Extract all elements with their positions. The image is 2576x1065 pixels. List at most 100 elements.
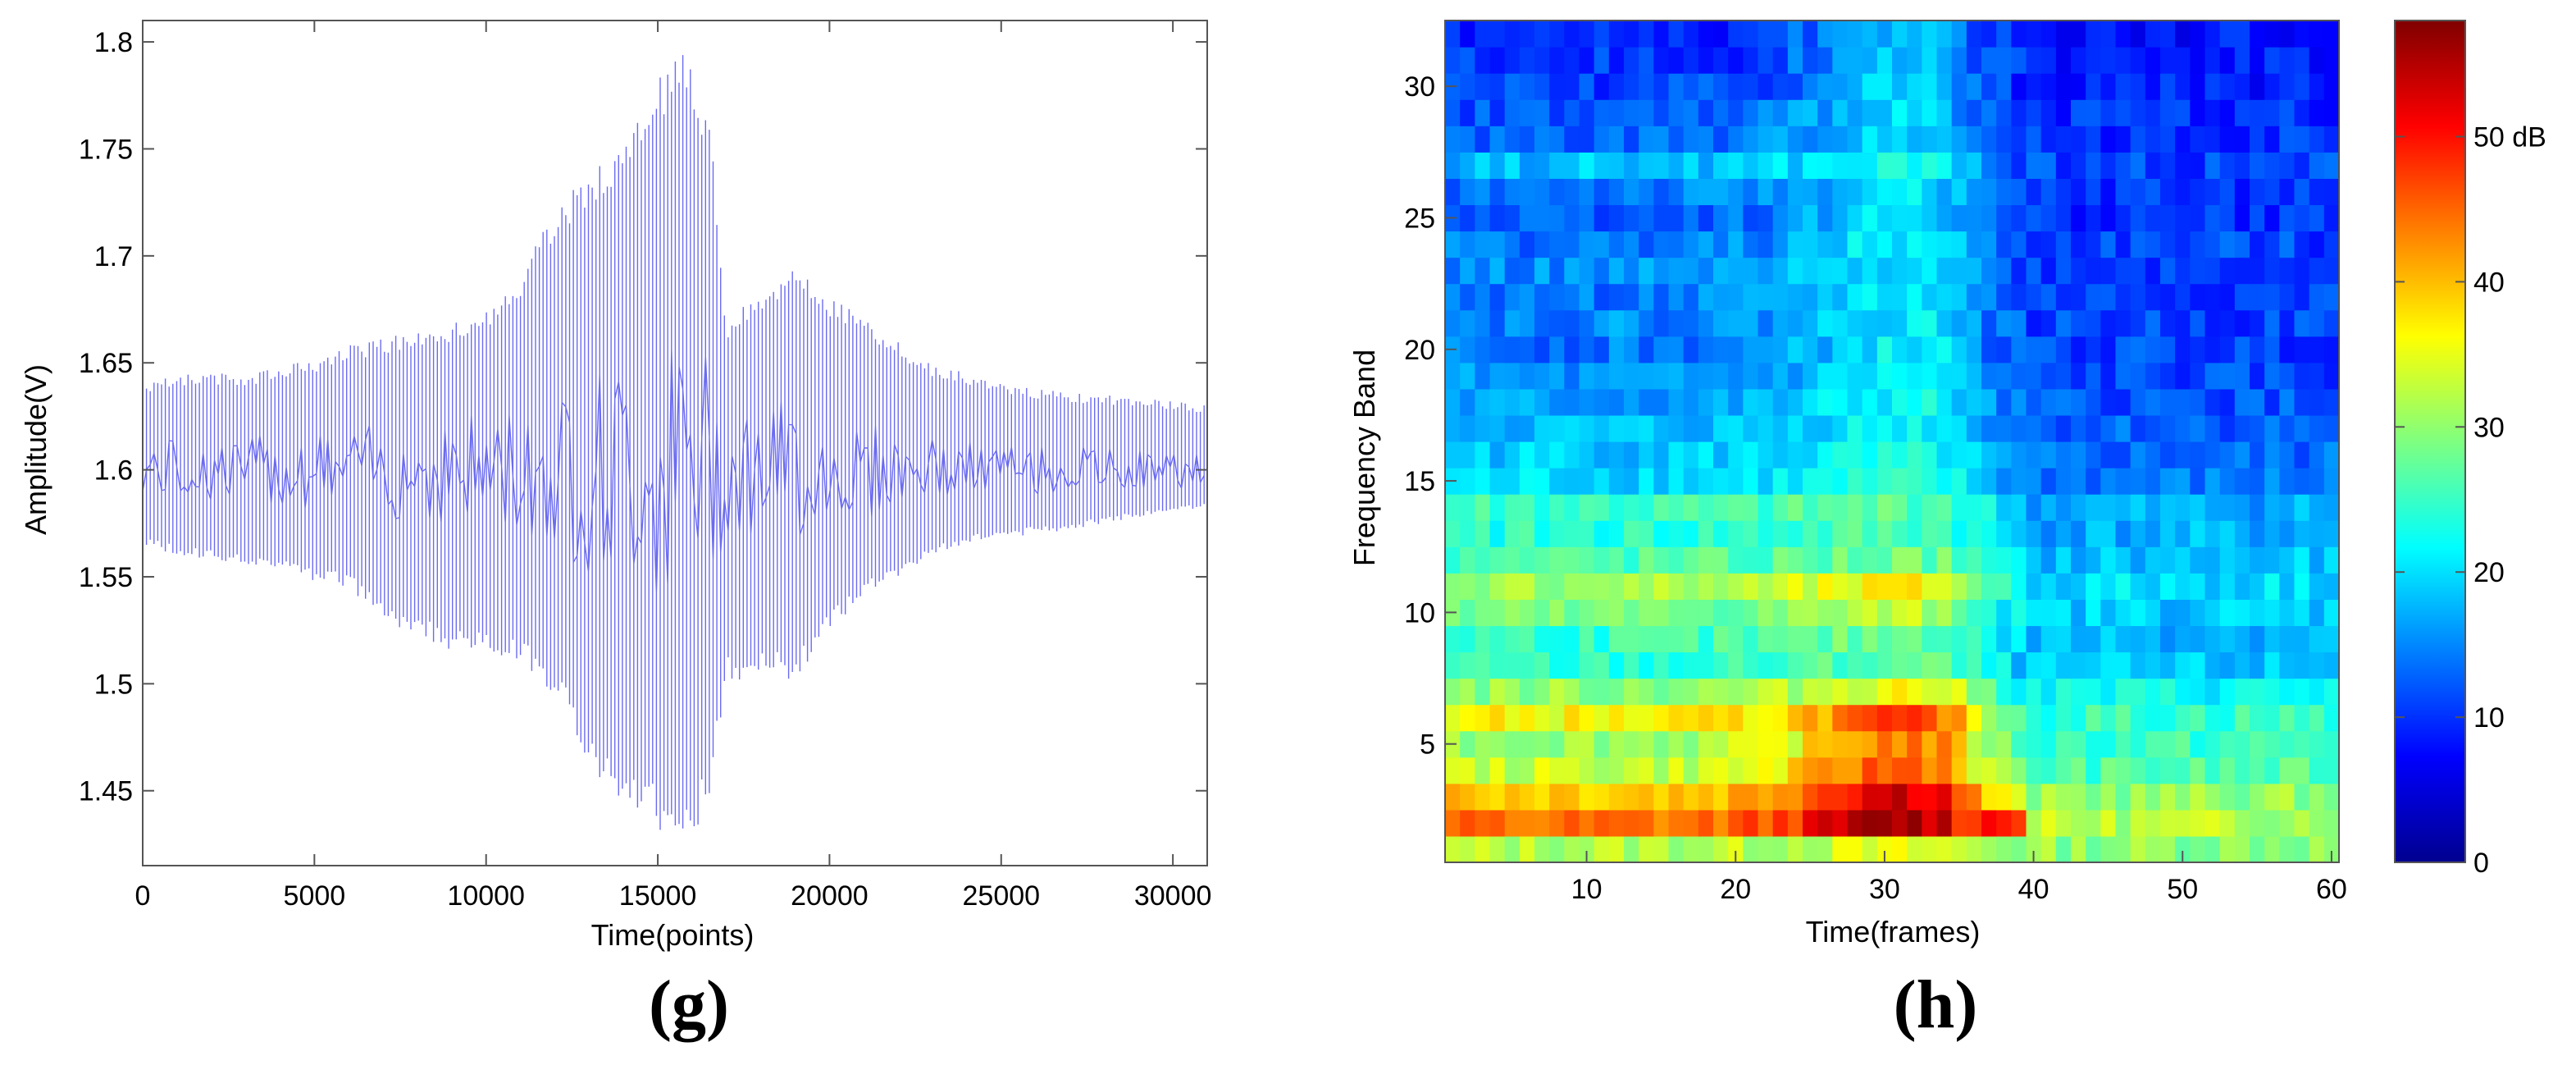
spectrogram-cell (2279, 414, 2296, 442)
spectrogram-cell (2264, 651, 2280, 679)
spectrogram-cell (1579, 520, 1595, 547)
spectrogram-cell (1966, 730, 1982, 758)
spectrogram-cell (1683, 47, 1699, 74)
spectrogram-cell (1445, 494, 1461, 521)
spectrogram-cell (1907, 309, 1922, 337)
spectrogram-cell (1504, 47, 1521, 74)
spectrogram-cell (2234, 599, 2250, 627)
spectrogram-cell (2100, 756, 2117, 784)
spectrogram-cell (2055, 336, 2072, 363)
spectrogram-cell (2309, 362, 2325, 390)
spectrogram-cell (1564, 309, 1580, 337)
spectrogram-cell (1504, 257, 1521, 285)
spectrogram-cell (1475, 336, 1491, 363)
spectrogram-cell (2204, 99, 2221, 126)
spectrogram-cell (1624, 783, 1639, 811)
spectrogram-cell (1519, 783, 1535, 811)
spectrogram-cell (1564, 204, 1580, 232)
spectrogram-cell (1608, 546, 1625, 574)
spectrogram-cell (1624, 546, 1639, 574)
spectrogram-cell (1683, 599, 1699, 627)
spectrogram-cell (1608, 573, 1625, 600)
spectrogram-cell (1624, 520, 1639, 547)
spectrogram-cell (2175, 441, 2191, 469)
spectrogram-cell (1698, 362, 1714, 390)
spectrogram-cell (1549, 441, 1565, 469)
spectrogram-cell (1475, 152, 1491, 179)
spectrogram-cell (1489, 152, 1506, 179)
spectrogram-cell (1996, 414, 2012, 442)
spectrogram-cell (1847, 730, 1863, 758)
spectrogram-cell (1743, 651, 1759, 679)
spectrogram-cell (1951, 599, 1967, 627)
spectrogram-cell (1624, 678, 1639, 706)
spectrogram-cell (1534, 283, 1550, 311)
spectrogram-cell (1564, 520, 1580, 547)
spectrogram-cell (2145, 441, 2161, 469)
spectrogram-cell (1504, 99, 1521, 126)
spectrogram-cell (1564, 126, 1580, 153)
spectrogram-cell (1966, 651, 1982, 679)
spectrogram-cell (2055, 599, 2072, 627)
spectrogram-cell (2130, 231, 2146, 258)
spectrogram-cell (1683, 73, 1699, 100)
spectrogram-cell (2204, 257, 2221, 285)
spectrogram-cell (1936, 231, 1953, 258)
spectrogram-cell (2309, 126, 2325, 153)
spectrogram-cell (2160, 21, 2176, 48)
spectrogram-cell (2115, 651, 2131, 679)
spectrogram-cell (1981, 362, 1997, 390)
spectrogram-cell (2071, 73, 2086, 100)
spectrogram-cell (1743, 494, 1759, 521)
spectrogram-cell (1907, 99, 1922, 126)
spectrogram-cell (1504, 678, 1521, 706)
spectrogram-cell (1639, 441, 1654, 469)
spectrogram-x-axis-title: Time(frames) (1806, 915, 1981, 948)
spectrogram-cell (2219, 152, 2236, 179)
spectrogram-cell (1728, 126, 1744, 153)
spectrogram-cell (1549, 756, 1565, 784)
spectrogram-cell (1787, 73, 1803, 100)
spectrogram-cell (1668, 126, 1685, 153)
spectrogram-cell (1460, 441, 1475, 469)
spectrogram-cell (2175, 283, 2191, 311)
panel-label-h: (h) (1894, 967, 1978, 1043)
spectrogram-cell (1876, 704, 1893, 732)
spectrogram-cell (1996, 126, 2012, 153)
spectrogram-cell (1922, 257, 1938, 285)
spectrogram-cell (2100, 21, 2117, 48)
spectrogram-cell (1504, 388, 1521, 416)
spectrogram-cell (2175, 73, 2191, 100)
spectrogram-cell (1475, 730, 1491, 758)
spectrogram-cell (2040, 21, 2057, 48)
spectrogram-cell (1698, 152, 1714, 179)
spectrogram-cell (1534, 126, 1550, 153)
spectrogram-cell (1639, 21, 1654, 48)
spectrogram-cell (2130, 73, 2146, 100)
spectrogram-cell (1475, 520, 1491, 547)
spectrogram-cell (1519, 730, 1535, 758)
spectrogram-cell (2100, 783, 2117, 811)
spectrogram-cell (1743, 678, 1759, 706)
spectrogram-cell (1504, 756, 1521, 784)
spectrogram-cell (2086, 809, 2101, 837)
spectrogram-cell (1966, 835, 1982, 863)
spectrogram-cell (1639, 678, 1654, 706)
spectrogram-cell (1922, 309, 1938, 337)
spectrogram-cell (2086, 309, 2101, 337)
spectrogram-cell (1698, 204, 1714, 232)
spectrogram-cell (2264, 573, 2280, 600)
spectrogram-cell (1504, 835, 1521, 863)
spectrogram-cell (1787, 231, 1803, 258)
spectrogram-cell (1593, 678, 1610, 706)
spectrogram-cell (1951, 204, 1967, 232)
spectrogram-cell (2204, 835, 2221, 863)
spectrogram-cell (1907, 388, 1922, 416)
spectrogram-cell (1936, 414, 1953, 442)
spectrogram-cell (2145, 204, 2161, 232)
spectrogram-cell (2011, 704, 2027, 732)
spectrogram-cell (1981, 73, 1997, 100)
spectrogram-cell (2040, 362, 2057, 390)
spectrogram-cell (1653, 441, 1670, 469)
spectrogram-cell (1683, 414, 1699, 442)
